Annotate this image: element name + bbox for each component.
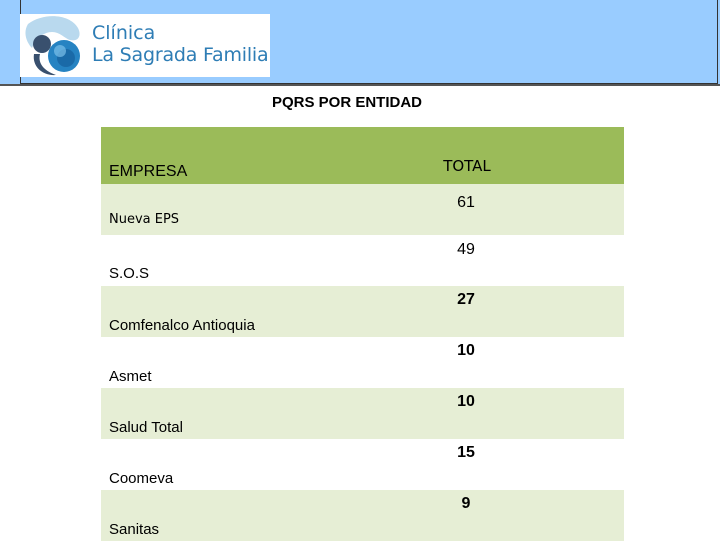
column-header-empresa: EMPRESA [109,163,188,180]
table-row: Salud Total 10 [101,388,624,439]
table-row: Coomeva 15 [101,439,624,490]
row-total: 61 [457,194,475,211]
row-empresa: Nueva EPS [109,212,180,227]
row-total: 10 [457,393,475,410]
table-row: Nueva EPS 61 [101,184,624,235]
table-row: Sanitas 9 [101,490,624,541]
logo-mark-icon [25,16,80,76]
entity-table: EMPRESA TOTAL Nueva EPS 61 S.O.S 49 Comf… [101,127,624,541]
table-row: Asmet 10 [101,337,624,388]
row-empresa: Comfenalco Antioquia [109,317,255,334]
logo-line-2: La Sagrada Familia [92,44,269,66]
row-empresa: Salud Total [109,419,183,436]
row-total: 10 [457,342,475,359]
row-total: 49 [457,241,475,258]
row-total: 9 [461,495,471,512]
header-band: Clínica La Sagrada Familia [0,0,720,86]
table-row: Comfenalco Antioquia 27 [101,286,624,337]
row-empresa: S.O.S [109,265,150,282]
table-header-row: EMPRESA TOTAL [101,127,624,184]
table-row: S.O.S 49 [101,235,624,286]
logo-line-1: Clínica [92,22,156,44]
logo: Clínica La Sagrada Familia [20,14,270,77]
row-total: 27 [457,291,475,308]
column-header-total: TOTAL [443,157,491,175]
page-title: PQRS POR ENTIDAD [271,94,422,111]
logo-text: Clínica La Sagrada Familia [92,22,269,66]
row-empresa: Coomeva [109,470,174,487]
row-empresa: Sanitas [109,521,160,538]
row-total: 15 [457,444,475,461]
row-empresa: Asmet [109,368,152,385]
